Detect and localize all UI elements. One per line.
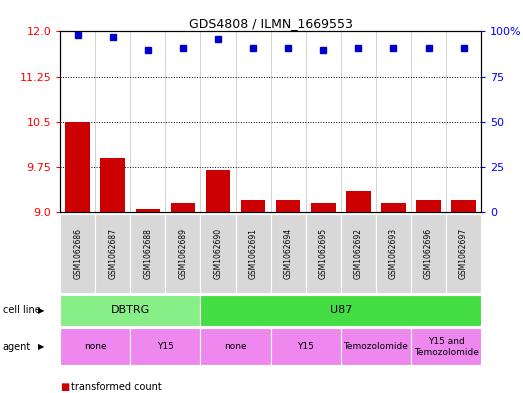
Text: GSM1062693: GSM1062693: [389, 228, 398, 279]
Bar: [130, 214, 165, 293]
Text: Y15 and
Temozolomide: Y15 and Temozolomide: [414, 337, 479, 356]
Text: GSM1062686: GSM1062686: [73, 228, 82, 279]
Bar: [170, 203, 195, 212]
Bar: [451, 200, 476, 212]
Bar: [200, 214, 235, 293]
Bar: [306, 214, 341, 293]
Text: GSM1062687: GSM1062687: [108, 228, 117, 279]
Bar: [346, 191, 371, 212]
Bar: [95, 214, 130, 293]
Bar: [376, 214, 411, 293]
Text: GSM1062694: GSM1062694: [283, 228, 293, 279]
Bar: [60, 214, 95, 293]
Bar: [416, 200, 441, 212]
Bar: [65, 122, 90, 212]
Text: none: none: [224, 342, 247, 351]
Bar: [341, 214, 376, 293]
Bar: [206, 170, 230, 212]
Text: Y15: Y15: [157, 342, 174, 351]
Text: U87: U87: [329, 305, 352, 316]
Bar: [411, 214, 446, 293]
Text: GSM1062695: GSM1062695: [319, 228, 328, 279]
Bar: [200, 328, 271, 365]
Title: GDS4808 / ILMN_1669553: GDS4808 / ILMN_1669553: [189, 17, 353, 30]
Bar: [130, 328, 200, 365]
Text: GSM1062691: GSM1062691: [248, 228, 258, 279]
Text: Temozolomide: Temozolomide: [344, 342, 408, 351]
Bar: [311, 203, 336, 212]
Bar: [135, 209, 160, 212]
Text: GSM1062690: GSM1062690: [213, 228, 222, 279]
Bar: [381, 203, 406, 212]
Bar: [446, 214, 481, 293]
Text: DBTRG: DBTRG: [111, 305, 150, 316]
Text: Y15: Y15: [297, 342, 314, 351]
Text: ▶: ▶: [38, 342, 44, 351]
Text: ■: ■: [60, 382, 70, 392]
Text: GSM1062688: GSM1062688: [143, 228, 152, 279]
Text: GSM1062696: GSM1062696: [424, 228, 433, 279]
Text: cell line: cell line: [3, 305, 40, 316]
Bar: [60, 295, 200, 326]
Text: GSM1062692: GSM1062692: [354, 228, 363, 279]
Bar: [341, 328, 411, 365]
Text: agent: agent: [3, 342, 31, 352]
Bar: [60, 328, 130, 365]
Text: GSM1062689: GSM1062689: [178, 228, 187, 279]
Text: none: none: [84, 342, 107, 351]
Bar: [165, 214, 200, 293]
Bar: [276, 200, 301, 212]
Text: GSM1062697: GSM1062697: [459, 228, 468, 279]
Bar: [235, 214, 271, 293]
Bar: [271, 214, 306, 293]
Bar: [200, 295, 481, 326]
Bar: [271, 328, 341, 365]
Bar: [411, 328, 481, 365]
Bar: [100, 158, 125, 212]
Text: transformed count: transformed count: [71, 382, 162, 392]
Bar: [241, 200, 265, 212]
Text: ▶: ▶: [38, 306, 44, 315]
